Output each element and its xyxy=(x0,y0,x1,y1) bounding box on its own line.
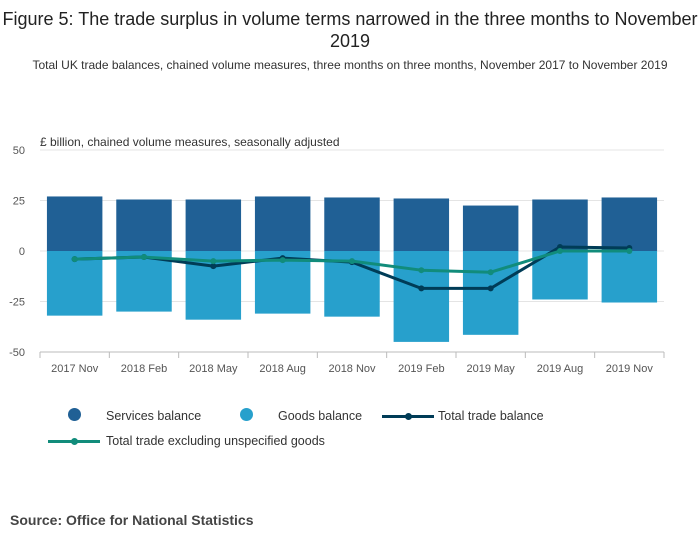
total-trade-point xyxy=(418,285,425,292)
bar-services xyxy=(462,205,519,251)
y-tick-label: 25 xyxy=(13,196,25,208)
x-tick-label: 2019 Aug xyxy=(537,363,584,375)
legend-label-total: Total trade balance xyxy=(438,409,544,423)
total-excl-unspecified-point xyxy=(141,254,147,261)
source-note: Source: Office for National Statistics xyxy=(10,512,254,528)
bar-goods xyxy=(601,251,658,303)
legend-marker-excl xyxy=(48,438,100,445)
total-excl-unspecified-point xyxy=(71,256,78,263)
legend-label-excl: Total trade excluding unspecified goods xyxy=(106,434,325,448)
total-excl-unspecified-point xyxy=(210,258,217,265)
x-tick-label: 2019 May xyxy=(467,363,516,375)
x-tick-label: 2018 May xyxy=(189,363,238,375)
bar-services xyxy=(532,199,588,251)
y-tick-label: 50 xyxy=(13,145,25,157)
legend-label-goods: Goods balance xyxy=(278,409,363,423)
bar-goods xyxy=(393,251,450,342)
x-tick-label: 2019 Nov xyxy=(606,363,654,375)
legend-label-services: Services balance xyxy=(106,409,202,423)
total-excl-unspecified-point xyxy=(279,257,286,264)
y-unit-label: £ billion, chained volume measures, seas… xyxy=(40,135,340,149)
x-tick-label: 2017 Nov xyxy=(51,363,99,375)
bar-services xyxy=(254,196,311,251)
y-tick-label: -50 xyxy=(9,347,25,359)
bar-services xyxy=(185,199,242,251)
y-tick-label: 0 xyxy=(19,246,25,258)
x-tick-label: 2018 Feb xyxy=(121,363,167,375)
bar-services xyxy=(116,199,172,251)
total-excl-unspecified-point xyxy=(418,267,425,274)
total-trade-point xyxy=(487,285,494,292)
total-excl-unspecified-point xyxy=(349,258,355,265)
bar-services xyxy=(46,196,103,251)
x-tick-label: 2019 Feb xyxy=(398,363,444,375)
bar-services xyxy=(324,197,380,251)
total-trade-point xyxy=(210,263,217,270)
legend-marker-goods xyxy=(240,408,253,421)
bar-services xyxy=(393,198,450,251)
chart-subtitle: Total UK trade balances, chained volume … xyxy=(32,58,668,72)
x-tick-label: 2018 Nov xyxy=(328,363,376,375)
legend-marker-services xyxy=(68,408,81,421)
total-excl-unspecified-point xyxy=(626,248,633,254)
y-tick-label: -25 xyxy=(9,297,25,309)
bar-services xyxy=(601,197,658,251)
chart-title: Figure 5: The trade surplus in volume te… xyxy=(2,9,698,51)
legend-marker-total xyxy=(382,413,434,420)
total-excl-unspecified-point xyxy=(557,248,563,254)
total-excl-unspecified-point xyxy=(487,269,494,276)
x-tick-label: 2018 Aug xyxy=(259,363,306,375)
bar-goods xyxy=(116,251,172,312)
bar-goods xyxy=(462,251,519,335)
